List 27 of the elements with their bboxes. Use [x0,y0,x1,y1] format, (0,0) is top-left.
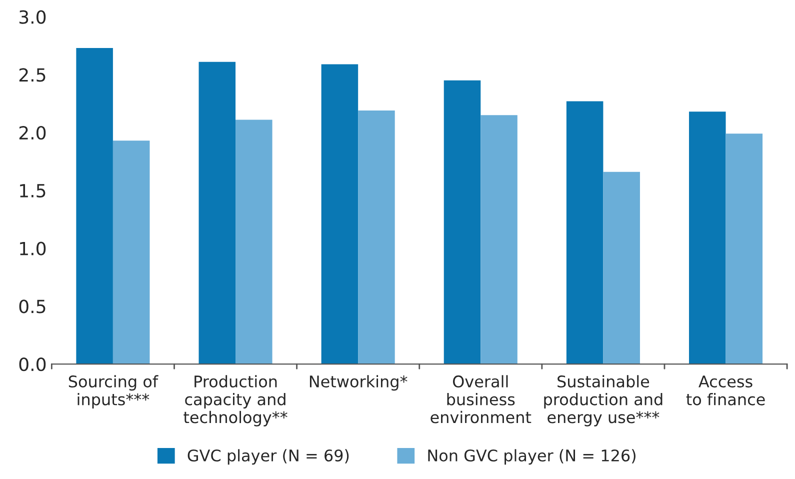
x-tick-label: Networking* [310,375,408,391]
bar [603,172,640,364]
y-tick-label: 2.5 [19,68,46,82]
bar [444,80,481,364]
y-tick-label: 1.0 [20,242,46,256]
bar [689,112,726,364]
y-tick-label: 3.0 [19,10,46,24]
x-tick-label: Sustainable production and energy use*** [544,375,662,426]
bar [198,62,236,364]
legend-label: Non GVC player (N = 126) [428,449,636,465]
bar [358,110,395,364]
y-tick-label: 2.0 [19,126,46,140]
x-tick-label: Sourcing of inputs*** [68,375,158,408]
x-tick-label: Production capacity and technology** [184,375,288,426]
y-tick-label: 0.5 [19,300,46,314]
bar [321,64,358,364]
bar [112,140,150,364]
x-tick-label: Overall business environment [430,375,532,424]
legend-label: GVC player (N = 69) [188,449,349,465]
bar [480,115,518,364]
bar [726,134,763,364]
bar [76,48,113,364]
y-tick-label: 0.0 [19,358,46,372]
bar [566,101,604,364]
y-tick-label: 1.5 [20,184,46,198]
x-tick-label: Access to finance [686,376,765,406]
bar [236,120,272,364]
